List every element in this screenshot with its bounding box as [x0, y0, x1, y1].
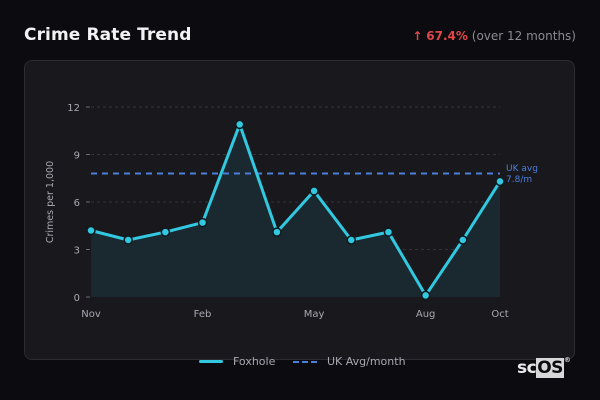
trend-change: ↑ 67.4% (over 12 months) — [412, 29, 576, 43]
data-point — [383, 227, 394, 237]
page-title: Crime Rate Trend — [24, 25, 192, 45]
y-axis-label: Crimes per 1,000 — [45, 161, 56, 243]
x-tick-label: May — [304, 309, 325, 320]
legend-item-uk-avg[interactable]: UK Avg/month — [293, 355, 406, 368]
change-period: (over 12 months) — [471, 29, 576, 43]
area-fill — [91, 124, 500, 298]
data-point — [123, 235, 133, 245]
data-point — [346, 235, 357, 245]
legend-solid-line-icon — [199, 360, 223, 363]
data-point — [272, 227, 282, 237]
x-tick-label: Aug — [416, 309, 436, 320]
y-tick-label: 3 — [74, 246, 80, 257]
change-value: 67.4% — [426, 29, 468, 43]
legend-item-foxhole[interactable]: Foxhole — [199, 355, 275, 368]
legend-label: UK Avg/month — [327, 355, 406, 368]
data-point — [86, 225, 96, 236]
data-point — [160, 227, 171, 237]
legend-dashed-line-icon — [293, 360, 317, 363]
x-tick-label: Nov — [81, 309, 101, 320]
y-tick-label: 0 — [74, 293, 80, 304]
uk-avg-annotation: UK avg — [506, 164, 538, 174]
y-tick-label: 12 — [67, 103, 80, 114]
chart-legend: Foxhole UK Avg/month — [0, 355, 600, 371]
x-tick-label: Feb — [194, 309, 212, 320]
y-tick-label: 9 — [74, 151, 80, 162]
data-point — [309, 186, 319, 196]
y-tick-label: 6 — [74, 198, 80, 209]
data-point — [234, 119, 245, 130]
uk-avg-annotation: 7.8/m — [506, 175, 532, 185]
legend-label: Foxhole — [233, 355, 276, 368]
data-point — [495, 176, 505, 187]
trend-up-arrow-icon: ↑ — [412, 29, 423, 43]
brand-logo: scOS® — [517, 356, 571, 378]
data-point — [197, 217, 208, 228]
x-tick-label: Oct — [491, 309, 508, 320]
data-point — [458, 235, 468, 245]
foxhole-line — [90, 122, 502, 297]
data-point — [420, 290, 431, 301]
